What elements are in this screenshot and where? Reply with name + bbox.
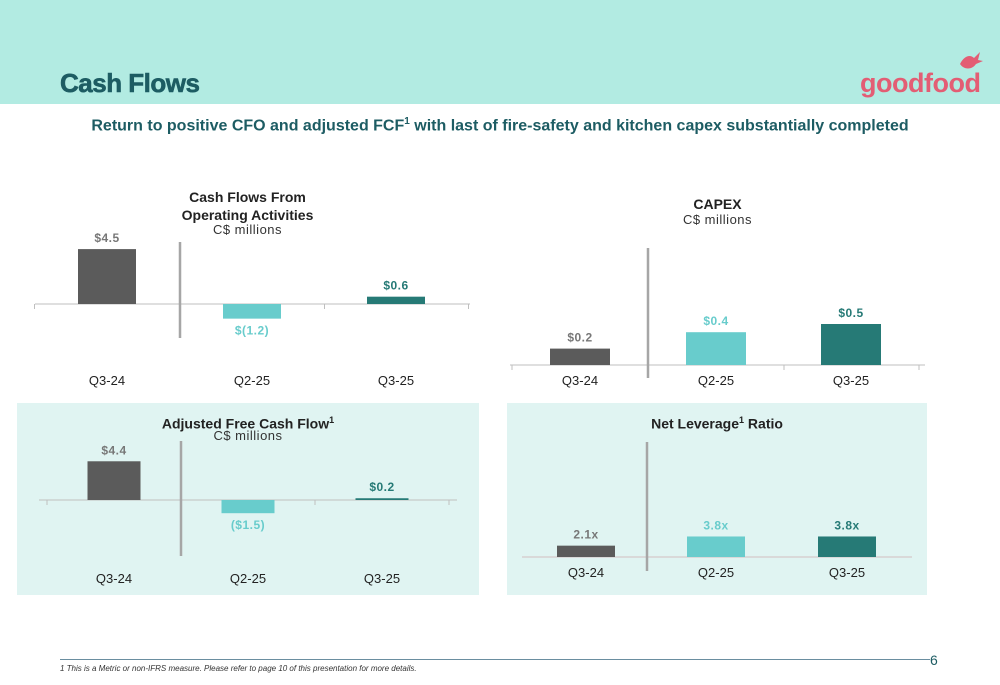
bar-q2-25 (686, 332, 746, 365)
bar-q3-24 (87, 461, 141, 500)
goodfood-logo: goodfood (860, 50, 985, 100)
data-label: $0.6 (383, 279, 408, 293)
header-band (0, 0, 1000, 104)
bar-q2-25 (223, 304, 281, 319)
chart-title-suffix: Ratio (744, 415, 783, 432)
chart-title: CAPEX (693, 196, 742, 212)
category-label: Q3-25 (378, 373, 414, 388)
cfo-chart-panel: $4.5 Q3-24 $(1.2) Q2-25 $0.6 Q3-25 Cash Flows… (15, 180, 480, 395)
data-label: 3.8x (703, 518, 728, 532)
category-label: Q3-24 (89, 373, 125, 388)
bar-q3-24 (78, 249, 136, 304)
bird-icon (960, 52, 983, 69)
data-label: ($1.5) (231, 518, 265, 532)
category-label: Q3-25 (833, 373, 869, 388)
chart-title-line1: Net Leverage (651, 415, 740, 432)
data-label: 3.8x (834, 518, 859, 532)
chart-title-sup: 1 (739, 415, 745, 425)
net-leverage-chart-panel: 2.1x Q3-24 3.8x Q2-25 3.8x Q3-25 Net Leverage… (507, 403, 927, 595)
chart-unit: C$ millions (212, 222, 283, 237)
subtitle-sup: 1 (404, 116, 410, 127)
logo-text: goodfood (860, 68, 981, 98)
data-label: 2.1x (573, 528, 598, 542)
data-label: $4.4 (101, 443, 126, 457)
bar-chart-svg: 2.1x Q3-24 3.8x Q2-25 3.8x Q3-25 (522, 442, 912, 580)
category-label: Q3-24 (568, 565, 604, 580)
category-label: Q2-25 (230, 571, 266, 586)
category-label: Q2-25 (698, 565, 734, 580)
bar-q3-25 (355, 498, 409, 500)
subtitle-text-2: with last of fire-safety and kitchen cap… (409, 117, 909, 135)
chart-title-sup: 1 (329, 415, 335, 425)
data-label: $0.2 (369, 480, 394, 494)
chart-title: Cash Flows From Operating Activities (15, 188, 480, 224)
chart-title: Net Leverage1 Ratio (507, 411, 927, 433)
category-label: Q3-24 (562, 373, 598, 388)
category-label: Q2-25 (234, 373, 270, 388)
adjusted-fcf-chart-panel: $4.4 Q3-24 ($1.5) Q2-25 $0.2 Q3-25 Adjusted F… (17, 403, 479, 595)
chart-title-line1: Cash Flows From (189, 189, 306, 205)
category-label: Q2-25 (698, 373, 734, 388)
bar-q3-25 (821, 324, 881, 365)
bar-q3-24 (550, 348, 610, 365)
chart-unit: C$ millions (682, 212, 753, 227)
data-label: $0.4 (703, 314, 728, 328)
bar-chart-svg: $4.5 Q3-24 $(1.2) Q2-25 $0.6 Q3-25 (34, 231, 470, 388)
page-number: 6 (930, 652, 938, 668)
chart-title: Adjusted Free Cash Flow1 (17, 411, 479, 433)
bar-q2-25 (687, 536, 745, 557)
footnote: 1 This is a Metric or non-IFRS measure. … (60, 664, 417, 673)
bar-chart-svg: $4.4 Q3-24 ($1.5) Q2-25 $0.2 Q3-25 (39, 441, 457, 586)
category-label: Q3-25 (364, 571, 400, 586)
page-title: Cash Flows (60, 68, 201, 99)
bar-q3-25 (367, 296, 425, 304)
subtitle: Return to positive CFO and adjusted FCF1… (0, 116, 1000, 135)
data-label: $(1.2) (235, 324, 269, 338)
chart-unit: C$ millions (213, 428, 283, 443)
subtitle-text: Return to positive CFO and adjusted FCF (91, 117, 405, 135)
bar-q2-25 (221, 500, 275, 514)
bar-q3-25 (818, 536, 876, 557)
data-label: $0.2 (567, 331, 592, 345)
category-label: Q3-24 (96, 571, 132, 586)
footer-divider (60, 659, 930, 660)
category-label: Q3-25 (829, 565, 865, 580)
capex-chart-panel: $0.2 Q3-24 $0.4 Q2-25 $0.5 Q3-25 CAPEX C$ mil… (510, 180, 925, 395)
chart-title-line1: Adjusted Free Cash Flow (161, 415, 330, 432)
data-label: $0.5 (838, 306, 863, 320)
chart-title-line2: Operating Activities (181, 207, 314, 223)
data-label: $4.5 (94, 231, 119, 245)
bar-chart-svg: $0.2 Q3-24 $0.4 Q2-25 $0.5 Q3-25 (510, 248, 925, 388)
bar-q3-24 (557, 545, 615, 557)
